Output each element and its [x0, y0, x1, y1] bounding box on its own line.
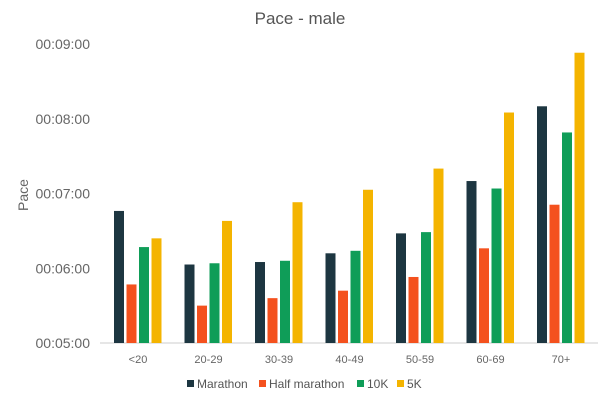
x-tick-label: 70+	[552, 354, 571, 366]
x-tick-label: <20	[129, 354, 148, 366]
bar-marathon	[184, 264, 195, 343]
bar-half-marathon	[408, 276, 419, 343]
x-tick-label: 60-69	[476, 354, 504, 366]
bar-10k	[350, 250, 361, 343]
bar-half-marathon	[267, 298, 278, 343]
bar-marathon	[537, 106, 547, 344]
y-axis-label: Pace	[15, 179, 31, 211]
bar-half-marathon	[479, 248, 489, 343]
bar-half-marathon	[197, 305, 207, 343]
x-tick-label: 50-59	[406, 354, 434, 366]
bar-marathon	[466, 181, 477, 343]
legend-swatch	[259, 380, 266, 387]
bar-half-marathon	[549, 204, 560, 343]
y-tick-label: 00:06:00	[36, 260, 91, 276]
legend-swatch	[187, 380, 194, 387]
bar-marathon	[255, 262, 265, 343]
bar-10k	[491, 188, 502, 343]
bar-5k	[504, 112, 514, 343]
y-tick-label: 00:08:00	[36, 111, 91, 127]
bar-10k	[280, 260, 290, 343]
bar-10k	[562, 132, 572, 343]
legend-label: 10K	[367, 377, 388, 391]
legend-swatch	[397, 380, 404, 387]
bar-10k	[209, 263, 220, 343]
legend-label: 5K	[407, 377, 422, 391]
bar-5k	[433, 168, 444, 343]
bar-5k	[363, 189, 373, 343]
bar-marathon	[325, 253, 336, 343]
bar-5k	[574, 52, 585, 344]
bar-5k	[292, 202, 303, 343]
legend-swatch	[357, 380, 364, 387]
bar-marathon	[396, 233, 406, 343]
y-tick-label: 00:07:00	[36, 186, 91, 202]
x-tick-label: 20-29	[194, 354, 222, 366]
bar-half-marathon	[126, 284, 137, 343]
bar-5k	[222, 220, 232, 343]
bar-5k	[151, 238, 162, 343]
legend-label: Marathon	[197, 377, 248, 391]
x-tick-label: 40-49	[335, 354, 363, 366]
bar-10k	[421, 232, 431, 343]
y-tick-label: 00:05:00	[36, 335, 91, 351]
x-tick-label: 30-39	[265, 354, 293, 366]
bar-half-marathon	[338, 290, 348, 343]
y-tick-label: 00:09:00	[36, 36, 91, 52]
bar-marathon	[114, 210, 124, 343]
bar-10k	[139, 247, 149, 343]
legend-label: Half marathon	[269, 377, 344, 391]
chart-title: Pace - male	[255, 9, 346, 28]
